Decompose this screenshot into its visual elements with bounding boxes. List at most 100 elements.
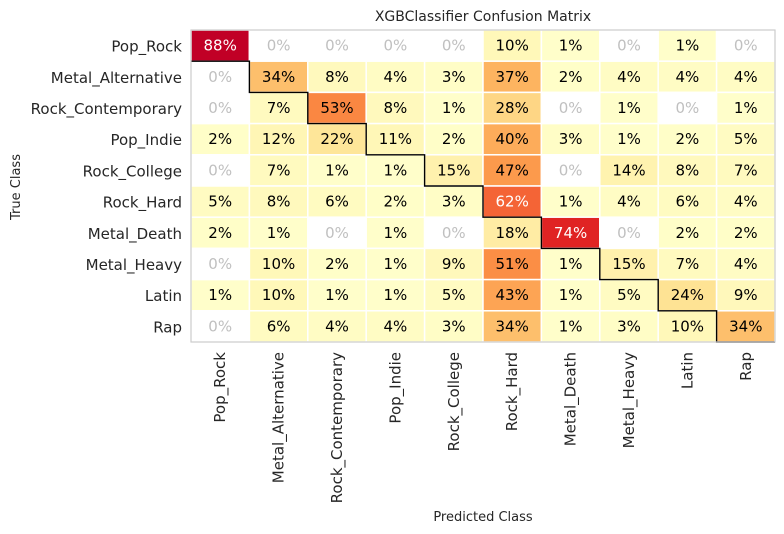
cell-value-label: 1% [559,193,583,211]
cell-value-label: 1% [617,130,641,148]
cell-value-label: 8% [267,193,291,211]
heatmap-cell [715,278,776,312]
cell-value-label: 2% [325,255,349,273]
heatmap-cell [599,247,659,281]
cell-value-label: 51% [496,255,529,273]
cell-value-label: 12% [262,130,295,148]
cell-value-label: 0% [442,224,466,242]
heatmap-cell [657,154,718,187]
x-tick-label: Metal_Heavy [620,352,639,448]
cell-value-label: 3% [559,130,583,148]
y-tick-label: Latin [145,287,182,305]
cell-value-label: 1% [325,161,349,179]
cell-value-label: 1% [208,286,232,304]
cell-value-label: 5% [734,130,758,148]
x-tick-label: Rock_College [445,352,464,451]
heatmap-cell [715,122,776,156]
heatmap-cell [657,91,718,125]
x-tick-labels: Pop_Rock Metal_Alternative Rock_Contempora… [211,352,755,504]
cell-value-label: 4% [676,68,700,86]
cell-value-label: 34% [729,317,762,335]
cell-value-label: 0% [208,99,232,117]
cell-value-label: 11% [379,130,412,148]
cell-value-label: 7% [734,161,758,179]
cell-value-label: 1% [559,317,583,335]
x-tick-label: Pop_Rock [211,352,230,423]
cell-value-label: 0% [617,37,641,55]
heatmap-cell [482,310,543,343]
heatmap-cell [365,60,426,94]
y-tick-label: Pop_Indie [110,131,182,150]
cell-value-label: 1% [384,224,408,242]
cell-value-label: 0% [267,37,291,55]
cell-value-label: 0% [325,37,349,55]
cell-value-label: 15% [612,255,645,273]
cell-value-label: 1% [325,286,349,304]
cell-value-label: 5% [442,286,466,304]
cell-value-label: 1% [442,99,466,117]
cell-value-label: 1% [617,99,641,117]
cell-value-label: 74% [554,224,587,242]
cell-value-label: 0% [208,161,232,179]
y-tick-label: Rock_College [83,162,182,181]
cell-value-label: 4% [734,255,758,273]
heatmap-cell [540,122,601,156]
cell-value-label: 4% [617,193,641,211]
cell-value-label: 8% [676,161,700,179]
x-tick-label: Rap [737,352,755,381]
cell-value-label: 0% [208,317,232,335]
cell-value-label: 1% [559,37,583,55]
heatmap-cell [307,91,367,125]
heatmap-cell [423,247,484,281]
cell-value-label: 34% [496,317,529,335]
heatmap-cell [540,29,601,62]
heatmap-cell [307,60,367,94]
cell-value-label: 3% [442,193,466,211]
cell-value-label: 14% [612,161,645,179]
heatmap-cell [715,60,776,94]
cell-value-label: 1% [676,37,700,55]
heatmap-cell [248,154,309,187]
heatmap-cell [540,60,601,94]
heatmap-cell [423,29,484,62]
cell-value-label: 2% [734,224,758,242]
heatmap-cell [248,278,309,312]
cell-value-label: 40% [496,130,529,148]
cell-value-label: 1% [734,99,758,117]
cell-value-label: 4% [384,68,408,86]
cell-value-label: 4% [325,317,349,335]
heatmap-cell [423,91,484,125]
heatmap-cell [365,278,426,312]
cell-value-label: 0% [384,37,408,55]
cell-value-label: 0% [208,255,232,273]
heatmap-cell [423,216,484,250]
cell-value-label: 10% [671,317,704,335]
heatmap-cell [599,216,659,250]
cell-value-label: 3% [442,317,466,335]
plot-frame [190,29,776,343]
cell-value-label: 22% [320,130,353,148]
cell-value-label: 7% [267,99,291,117]
cell-value-label: 0% [676,99,700,117]
cell-value-label: 9% [442,255,466,273]
heatmap-cell [540,310,601,343]
heatmap-cells: 88% 0% 0% 0% 0% 10% 1% 0% 1% 0% 0% 34% 8% 4% 3% 37% 2% 4%… [190,29,776,343]
cell-value-label: 1% [559,255,583,273]
cell-value-label: 0% [734,37,758,55]
heatmap-cell [482,216,543,250]
cell-value-label: 4% [617,68,641,86]
heatmap-cell [307,29,367,62]
heatmap-cell [599,60,659,94]
heatmap-cell [423,278,484,312]
y-axis-label: True Class [9,154,24,221]
x-tick-label: Pop_Indie [386,352,405,424]
heatmap-cell [307,216,367,250]
x-tick-label: Rock_Contemporary [328,352,347,503]
cell-value-label: 1% [267,224,291,242]
x-tick-label: Rock_Hard [503,352,522,431]
cell-value-label: 3% [617,317,641,335]
heatmap-cell [248,247,309,281]
heatmap-cell [248,310,309,343]
cell-value-label: 18% [496,224,529,242]
cell-value-label: 0% [442,37,466,55]
